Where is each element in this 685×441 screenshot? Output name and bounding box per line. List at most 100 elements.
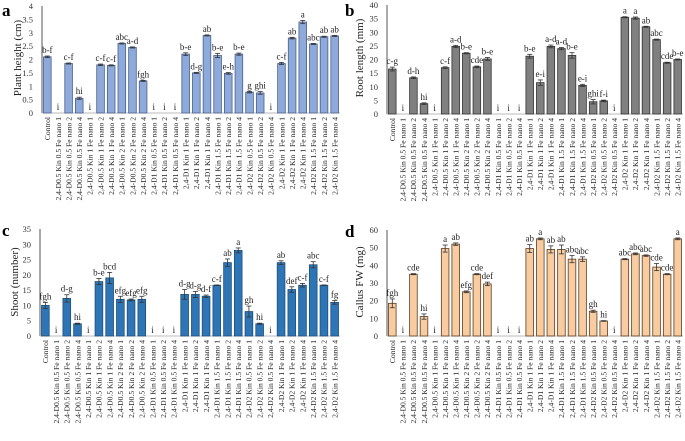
bar: [472, 66, 482, 115]
x-tick-label: 2,4-D0.5 Kin 0.5 Fe nano 1: [52, 340, 61, 424]
x-tick-label: 2,4-D2 Kin 0.5 Fe nano 1: [589, 118, 598, 196]
bar: [138, 80, 148, 114]
bar: [662, 273, 672, 337]
significance-letter: ab: [330, 24, 339, 34]
y-tick-label: 25: [23, 255, 32, 265]
x-tick-label: 2,4-D1 Kin 0.5 Fe nano 2: [160, 117, 169, 195]
y-tick-label: 15: [23, 285, 32, 295]
y-tick-label: 30: [23, 239, 32, 249]
significance-letter: i: [613, 325, 616, 335]
x-tick-label: 2,4-D0.5 Kin 0.5 Fe nano 1: [399, 340, 408, 424]
bar: [462, 52, 471, 115]
y-tick-label: 40: [370, 0, 379, 10]
x-tick-label: 2,4-D1 Kin 1 Fe nano 1: [526, 340, 535, 412]
significance-letter: c-f: [64, 52, 74, 62]
x-tick-label: 2,4-D1 Kin 1 Fe nano 2: [536, 340, 545, 412]
x-tick-label: 2,4-D1 Kin 0.5 Fe nano 2: [504, 340, 513, 418]
y-tick-label: 0: [27, 331, 31, 341]
significance-letter: a: [623, 6, 627, 16]
x-tick-label: 2,4-D0.5 Kin 2 Fe nano 4: [138, 340, 147, 418]
significance-letter: hi: [420, 303, 428, 313]
x-tick-label: 2,4-D2 Kin 1 Fe nano 2: [631, 118, 640, 190]
significance-letter: ab: [451, 232, 460, 242]
panel-c: c Shoot (number) 0 5 10 15 20 25 30 35 fgh Contro…: [0, 221, 342, 441]
bar: [451, 243, 460, 337]
significance-letter: cde: [661, 51, 674, 61]
significance-letter: c-f: [106, 54, 116, 64]
y-tick-label: 5: [27, 316, 31, 326]
x-tick-label: 2,4-D0.5 Kin 2 Fe nano 1: [462, 118, 471, 196]
significance-letter: d-g: [179, 279, 191, 289]
x-tick-label: 2,4-D0.5 Kin 0.5 Fe nano 2: [409, 340, 418, 424]
y-tick-label: 0.5: [22, 95, 33, 105]
y-tick-label: 1.5: [22, 68, 33, 78]
x-tick-label: 2,4-D0.5 Kin 1 Fe nano 4: [107, 117, 116, 195]
x-tick-label: 2,4-D2 Kin 1 Fe nano 1: [277, 340, 286, 412]
significance-letter: i: [269, 325, 272, 335]
x-tick-label: 2,4-D0.5 Kin 1 Fe nano 2: [95, 340, 104, 418]
bar: [451, 46, 460, 115]
y-tick-label: 2: [29, 55, 33, 65]
x-tick-label: 2,4-D0.5 Kin 1 Fe nano 2: [441, 118, 450, 196]
significance-letter: a: [443, 234, 447, 244]
x-tick-label: 2,4-D1 Kin 0.5 Fe nano 4: [170, 340, 179, 418]
significance-letter: b-e: [524, 43, 536, 53]
significance-letter: e-h: [223, 62, 235, 72]
x-tick-label: 2,4-D1 Kin 1 Fe nano 1: [181, 117, 190, 189]
x-tick-label: 2,4-D0.5 Kin 1 Fe nano 1: [430, 118, 439, 196]
bar: [578, 84, 587, 115]
x-tick-label: 2,4-D0.5 Kin 1 Fe nano 1: [430, 340, 439, 418]
bar: [117, 43, 127, 114]
bar: [319, 36, 329, 114]
x-tick-label: 2,4-D1 Kin 0.5 Fe nano 2: [504, 118, 513, 196]
significance-letter: cde: [650, 253, 663, 263]
bar: [202, 35, 212, 114]
significance-letter: e-i: [578, 73, 588, 83]
bar: [287, 289, 297, 337]
bar: [94, 281, 104, 337]
significance-letter: ghi: [254, 81, 266, 91]
x-tick-label: 2,4-D1 Kin 1.5 Fe nano 4: [578, 340, 587, 418]
x-tick-label: 2,4-D1 Kin 0.5 Fe nano 1: [494, 118, 503, 196]
significance-letter: i: [402, 103, 405, 113]
x-tick-label: 2,4-D1 Kin 0.5 Fe nano 4: [515, 118, 524, 196]
x-tick-label: 2,4-D0.5 Kin 1 Fe nano 4: [452, 340, 461, 418]
x-tick-label: 2,4-D1 Kin 0.5 Fe nano 2: [159, 340, 168, 418]
significance-letter: abc: [307, 251, 320, 261]
bar: [276, 262, 286, 337]
significance-letter: i: [518, 103, 521, 113]
significance-letter: d-f: [201, 284, 212, 294]
significance-letter: c-f: [212, 274, 222, 284]
bar: [662, 62, 672, 115]
y-tick-label: 35: [370, 14, 379, 24]
y-tick-label: 10: [370, 82, 379, 92]
x-tick-label: 2,4-D2 Kin 1.5 Fe nano 1: [652, 118, 661, 196]
bar: [536, 238, 545, 337]
y-tick-label: 0: [374, 331, 378, 341]
significance-letter: i: [89, 102, 92, 112]
significance-letter: efg: [115, 285, 127, 295]
bar: [557, 249, 566, 337]
bar: [192, 72, 201, 114]
significance-letter: i: [402, 325, 405, 335]
significance-letter: abc: [116, 32, 129, 42]
y-tick-label: 3: [29, 28, 33, 38]
significance-letter: bcd: [103, 261, 116, 271]
y-tick-label: 20: [370, 296, 379, 306]
bar: [652, 39, 661, 115]
bar-chart-d: 0 10 20 30 40 50 60 fgh Control i 2,4-D0.5 Kin 0.5…: [370, 225, 683, 424]
significance-letter: i: [163, 102, 166, 112]
x-tick-label: 2,4-D2 Kin 1.5 Fe nano 1: [309, 340, 318, 418]
x-tick-label: 2,4-D2 Kin 1 Fe nano 4: [642, 340, 651, 412]
bar-chart-a: 0 0.5 1 1.5 2 2.5 3 3.5 4 b-f Control i 2,4-D0.5 Kin…: [22, 1, 340, 201]
x-tick-label: 2,4-D2 Kin 0.5 Fe nano 4: [266, 340, 275, 418]
significance-letter: ab: [277, 250, 286, 260]
bar: [212, 284, 222, 337]
significance-letter: b-e: [93, 268, 105, 278]
significance-letter: efg: [461, 280, 473, 290]
x-tick-label: 2,4-D0.5 Kin 1 Fe nano 4: [452, 118, 461, 196]
x-tick-label: 2,4-D1 Kin 1 Fe nano 2: [536, 118, 545, 190]
x-tick-label: 2,4-D1 Kin 1 Fe nano 4: [203, 117, 212, 189]
x-tick-label: 2,4-D2 Kin 1 Fe nano 2: [288, 340, 297, 412]
x-tick-label: 2,4-D0.5 Kin 0.5 Fe nano 2: [64, 117, 73, 201]
